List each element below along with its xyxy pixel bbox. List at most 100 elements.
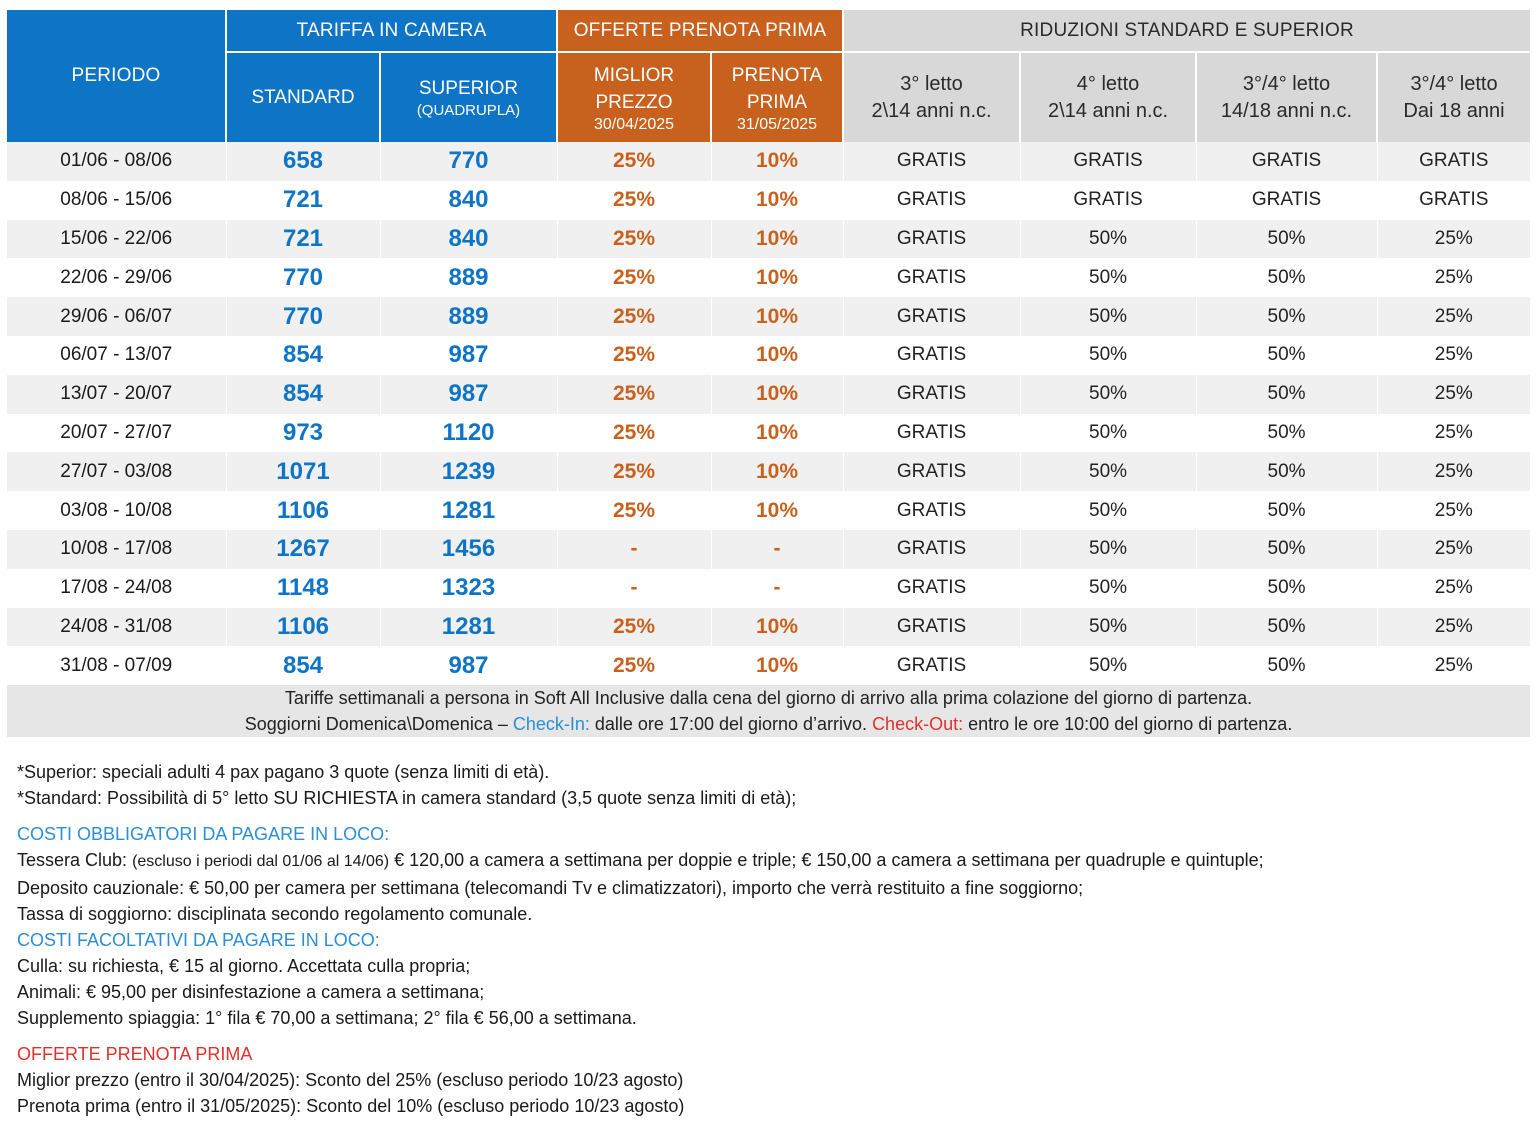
cell-miglior-prezzo: 25% [557, 219, 712, 259]
cell-riduzione-3-4-teen: 50% [1196, 529, 1378, 569]
cell-superior-price: 840 [380, 219, 558, 259]
cell-riduzione-4-letto: 50% [1020, 258, 1197, 298]
note-spiaggia: Supplemento spiaggia: 1° fila € 70,00 a … [17, 1008, 637, 1029]
cell-riduzione-3-4-adult: 25% [1377, 568, 1531, 608]
price-document: PERIODO TARIFFA IN CAMERA OFFERTE PRENOT… [7, 10, 1531, 1119]
cell-periodo: 03/08 - 10/08 [7, 491, 227, 530]
cell-riduzione-3-4-adult: 25% [1377, 413, 1531, 453]
cell-periodo: 29/06 - 06/07 [7, 297, 227, 336]
cell-riduzione-3-4-teen: 50% [1196, 491, 1378, 530]
cell-riduzione-3-letto: GRATIS [843, 180, 1021, 220]
table-row: 15/06 - 22/06 721 840 25% 10% GRATIS 50% 50% 25% [7, 219, 1531, 259]
cell-miglior-prezzo: 25% [557, 335, 712, 375]
cell-superior-price: 1120 [380, 413, 558, 453]
cell-riduzione-4-letto: 50% [1020, 219, 1197, 259]
table-row: 01/06 - 08/06 658 770 25% 10% GRATIS GRATIS GRA… [7, 142, 1531, 181]
notes-section: *Superior: speciali adulti 4 pax pagano … [7, 737, 1530, 1119]
cell-riduzione-3-4-teen: 50% [1196, 374, 1378, 414]
note-prenota-prima: Prenota prima (entro il 31/05/2025): Sco… [17, 1096, 685, 1117]
cell-periodo: 20/07 - 27/07 [7, 413, 227, 453]
cell-riduzione-3-4-teen: 50% [1196, 607, 1378, 647]
header-riduzioni: RIDUZIONI STANDARD E SUPERIOR [843, 10, 1531, 52]
cell-riduzione-3-4-teen: 50% [1196, 219, 1378, 259]
note-standard: *Standard: Possibilità di 5° letto SU RI… [17, 788, 797, 809]
cell-riduzione-3-letto: GRATIS [843, 219, 1021, 259]
cell-standard-price: 721 [226, 219, 381, 259]
cell-riduzione-3-letto: GRATIS [843, 568, 1021, 608]
cell-riduzione-3-4-adult: 25% [1377, 219, 1531, 259]
cell-superior-price: 840 [380, 180, 558, 220]
section-obbligatori-title: COSTI OBBLIGATORI DA PAGARE IN LOCO: [17, 824, 390, 845]
cell-standard-price: 1148 [226, 568, 381, 608]
table-row: 03/08 - 10/08 1106 1281 25% 10% GRATIS 50% 50% 2… [7, 491, 1531, 530]
cell-periodo: 22/06 - 29/06 [7, 258, 227, 298]
header-superior: SUPERIOR (QUADRUPLA) [380, 51, 558, 142]
cell-riduzione-3-letto: GRATIS [843, 413, 1021, 453]
cell-prenota-prima: 10% [711, 413, 844, 453]
table-row: 24/08 - 31/08 1106 1281 25% 10% GRATIS 50% 50% 2… [7, 607, 1531, 647]
cell-standard-price: 854 [226, 374, 381, 414]
note-animali: Animali: € 95,00 per disinfestazione a c… [17, 982, 485, 1003]
cell-riduzione-4-letto: 50% [1020, 607, 1197, 647]
cell-riduzione-3-4-adult: 25% [1377, 607, 1531, 647]
cell-riduzione-3-4-adult: 25% [1377, 297, 1531, 336]
checkout-label: Check-Out: [872, 714, 964, 735]
section-facoltativi-title: COSTI FACOLTATIVI DA PAGARE IN LOCO: [17, 930, 380, 951]
cell-riduzione-4-letto: 50% [1020, 374, 1197, 414]
cell-riduzione-3-4-teen: 50% [1196, 646, 1378, 686]
note-line-1: Tariffe settimanali a persona in Soft Al… [284, 688, 1253, 709]
cell-riduzione-3-4-adult: GRATIS [1377, 180, 1531, 220]
note-miglior-prezzo: Miglior prezzo (entro il 30/04/2025): Sc… [17, 1070, 684, 1091]
cell-riduzione-4-letto: 50% [1020, 413, 1197, 453]
table-note: Tariffe settimanali a persona in Soft Al… [7, 685, 1531, 738]
cell-superior-price: 1281 [380, 607, 558, 647]
cell-prenota-prima: 10% [711, 491, 844, 530]
cell-riduzione-3-letto: GRATIS [843, 491, 1021, 530]
cell-riduzione-3-4-adult: 25% [1377, 529, 1531, 569]
cell-riduzione-4-letto: 50% [1020, 297, 1197, 336]
cell-standard-price: 854 [226, 646, 381, 686]
cell-prenota-prima: 10% [711, 297, 844, 336]
cell-riduzione-3-4-adult: 25% [1377, 374, 1531, 414]
cell-standard-price: 658 [226, 142, 381, 181]
table-row: 20/07 - 27/07 973 1120 25% 10% GRATIS 50% 50% 25… [7, 413, 1531, 453]
cell-riduzione-4-letto: 50% [1020, 529, 1197, 569]
cell-prenota-prima: 10% [711, 452, 844, 492]
cell-standard-price: 1106 [226, 491, 381, 530]
cell-riduzione-3-4-teen: 50% [1196, 297, 1378, 336]
cell-riduzione-3-letto: GRATIS [843, 297, 1021, 336]
cell-miglior-prezzo: 25% [557, 297, 712, 336]
table-row: 22/06 - 29/06 770 889 25% 10% GRATIS 50% 50% 25% [7, 258, 1531, 298]
cell-superior-price: 1456 [380, 529, 558, 569]
cell-standard-price: 721 [226, 180, 381, 220]
table-row: 17/08 - 24/08 1148 1323- - GRATIS 50% 50% 25% [7, 568, 1531, 608]
cell-riduzione-3-4-teen: GRATIS [1196, 180, 1378, 220]
table-row: 06/07 - 13/07 854 987 25% 10% GRATIS 50% 50% 25% [7, 335, 1531, 375]
checkin-label: Check-In: [512, 714, 590, 735]
cell-riduzione-3-4-adult: 25% [1377, 491, 1531, 530]
header-periodo: PERIODO [7, 10, 227, 142]
cell-superior-price: 889 [380, 258, 558, 298]
cell-periodo: 10/08 - 17/08 [7, 529, 227, 569]
cell-riduzione-3-4-teen: 50% [1196, 413, 1378, 453]
note-culla: Culla: su richiesta, € 15 al giorno. Acc… [17, 956, 471, 977]
note-tessera: Tessera Club: (escluso i periodi dal 01/… [17, 850, 1264, 871]
cell-miglior-prezzo: - [557, 568, 712, 608]
cell-riduzione-3-letto: GRATIS [843, 452, 1021, 492]
cell-riduzione-3-letto: GRATIS [843, 335, 1021, 375]
cell-riduzione-4-letto: GRATIS [1020, 142, 1197, 181]
cell-periodo: 17/08 - 24/08 [7, 568, 227, 608]
cell-prenota-prima: 10% [711, 180, 844, 220]
cell-prenota-prima: 10% [711, 142, 844, 181]
cell-miglior-prezzo: 25% [557, 142, 712, 181]
cell-riduzione-3-4-adult: 25% [1377, 646, 1531, 686]
table-row: 31/08 - 07/09 854 987 25% 10% GRATIS 50% 50% 25% [7, 646, 1531, 686]
cell-miglior-prezzo: 25% [557, 258, 712, 298]
cell-prenota-prima: - [711, 529, 844, 569]
cell-miglior-prezzo: 25% [557, 452, 712, 492]
cell-prenota-prima: 10% [711, 219, 844, 259]
table-row: 29/06 - 06/07 770 889 25% 10% GRATIS 50% 50% 25% [7, 297, 1531, 336]
cell-riduzione-3-letto: GRATIS [843, 607, 1021, 647]
cell-superior-price: 987 [380, 374, 558, 414]
header-tariffa: TARIFFA IN CAMERA [226, 10, 558, 52]
